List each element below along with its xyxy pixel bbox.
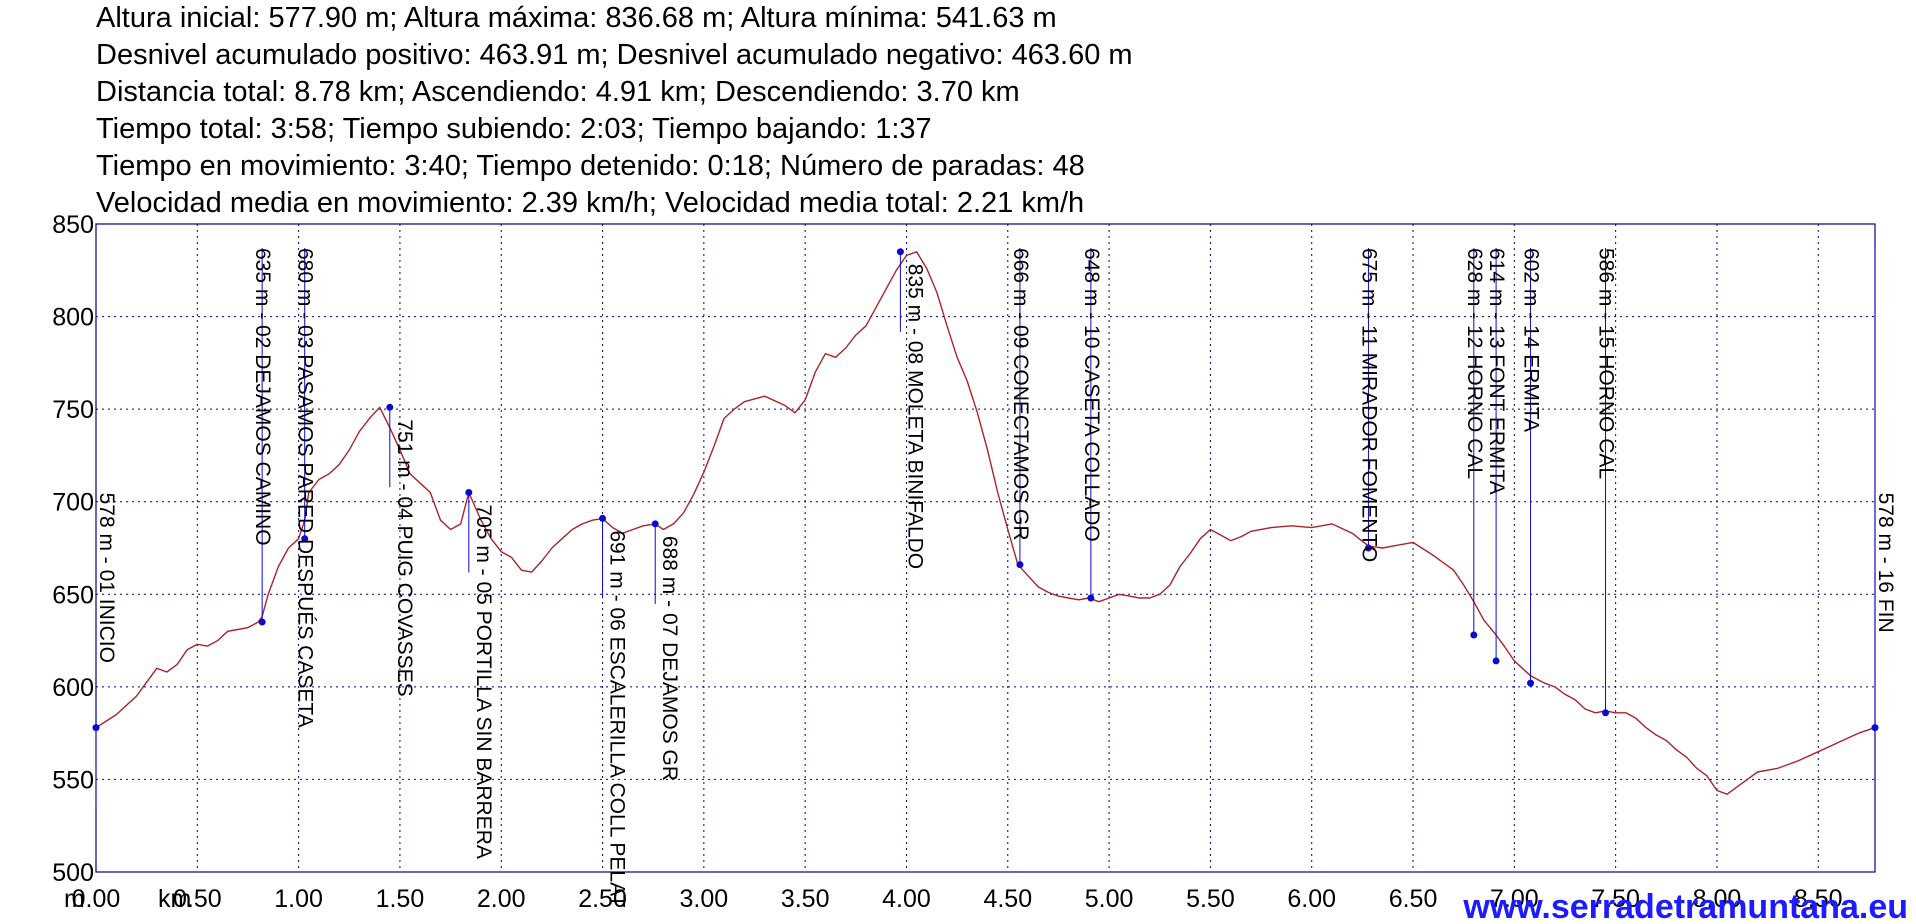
waypoint-marker[interactable] xyxy=(1087,594,1094,601)
waypoints: 578 m - 01 INICIO 635 m - 02 DEJAMOS CAMI… xyxy=(93,248,1898,908)
waypoint-marker[interactable] xyxy=(652,520,659,527)
x-tick-label: 6.50 xyxy=(1389,885,1438,913)
site-watermark[interactable]: www.serradetramuntana.eu xyxy=(1462,888,1908,924)
waypoint-label: 705 m - 05 PORTILLA SIN BARRERA xyxy=(472,504,495,858)
waypoint-marker[interactable] xyxy=(93,724,100,731)
waypoint-label: 751 m - 04 PUIG COVASSES xyxy=(393,419,416,696)
x-tick-label: 1.00 xyxy=(274,885,323,913)
x-tick-label: 2.00 xyxy=(477,885,526,913)
waypoint-marker[interactable] xyxy=(897,248,904,255)
y-tick-label: 800 xyxy=(52,304,94,332)
waypoint: 648 m - 10 CASETA COLLADO xyxy=(1080,248,1103,601)
y-tick-label: 500 xyxy=(52,859,94,887)
y-tick-label: 600 xyxy=(52,674,94,702)
waypoint-label: 675 m - 11 MIRADOR FOMENTO xyxy=(1357,248,1380,562)
waypoint: 751 m - 04 PUIG COVASSES xyxy=(386,404,416,697)
y-tick-label: 650 xyxy=(52,581,94,609)
y-tick-label: 700 xyxy=(52,489,94,517)
waypoint-label: 680 m - 03 PASAMOS PARED DESPUÉS CASETA xyxy=(294,248,317,728)
waypoint-marker[interactable] xyxy=(386,404,393,411)
waypoint-label: 578 m - 16 FIN xyxy=(1874,493,1897,633)
waypoint-label: 635 m - 02 DEJAMOS CAMINO xyxy=(251,248,274,546)
waypoint-marker[interactable] xyxy=(1493,657,1500,664)
x-axis-label: km xyxy=(158,885,191,913)
y-axis-ticks: 500 550 600 650 700 750 800 850 xyxy=(52,211,94,887)
x-tick-label: 3.50 xyxy=(781,885,830,913)
waypoint-marker[interactable] xyxy=(259,619,266,626)
x-tick-label: 4.50 xyxy=(983,885,1032,913)
waypoint: 586 m - 15 HORNO CAL xyxy=(1595,248,1618,716)
y-tick-label: 750 xyxy=(52,396,94,424)
y-tick-label: 550 xyxy=(52,766,94,794)
y-axis-label: m xyxy=(64,885,85,913)
waypoint-label: 648 m - 10 CASETA COLLADO xyxy=(1080,248,1103,542)
waypoint-label: 835 m - 08 MOLETA BINIFALDO xyxy=(903,264,926,569)
waypoint-marker[interactable] xyxy=(1602,709,1609,716)
waypoint-label: 688 m - 07 DEJAMOS GR xyxy=(658,536,681,781)
waypoint-marker[interactable] xyxy=(599,515,606,522)
x-tick-label: 3.00 xyxy=(680,885,729,913)
waypoint: 635 m - 02 DEJAMOS CAMINO xyxy=(251,248,274,626)
waypoint: 578 m - 01 INICIO xyxy=(93,493,119,808)
y-tick-label: 850 xyxy=(52,211,94,239)
waypoint: 675 m - 11 MIRADOR FOMENTO xyxy=(1357,248,1380,562)
waypoint-label: 614 m - 13 FONT ERMITA xyxy=(1485,248,1508,495)
x-tick-label: 5.00 xyxy=(1085,885,1134,913)
waypoint-label: 691 m - 06 ESCALERILLA COLL PELAT xyxy=(606,530,629,907)
waypoint-label: 666 m - 09 CONECTAMOS GR xyxy=(1009,248,1032,541)
waypoint: 614 m - 13 FONT ERMITA xyxy=(1485,248,1508,664)
waypoint-marker[interactable] xyxy=(465,489,472,496)
waypoint: 602 m - 14 ERMITA xyxy=(1520,248,1543,687)
waypoint-label: 628 m - 12 HORNO CAL xyxy=(1463,248,1486,479)
x-tick-label: 5.50 xyxy=(1186,885,1235,913)
waypoint-label: 602 m - 14 ERMITA xyxy=(1520,248,1543,432)
waypoint-marker[interactable] xyxy=(1470,632,1477,639)
x-tick-label: 6.00 xyxy=(1287,885,1336,913)
waypoint: 578 m - 16 FIN xyxy=(1872,248,1898,731)
x-tick-label: 4.00 xyxy=(882,885,931,913)
waypoint: 688 m - 07 DEJAMOS GR xyxy=(652,520,682,781)
waypoint: 666 m - 09 CONECTAMOS GR xyxy=(1009,248,1032,568)
waypoint-marker[interactable] xyxy=(1527,680,1534,687)
waypoint-label: 586 m - 15 HORNO CAL xyxy=(1595,248,1618,479)
x-tick-label: 1.50 xyxy=(376,885,425,913)
waypoint: 691 m - 06 ESCALERILLA COLL PELAT xyxy=(599,515,629,908)
waypoint: 680 m - 03 PASAMOS PARED DESPUÉS CASETA xyxy=(294,248,317,728)
waypoint: 705 m - 05 PORTILLA SIN BARRERA xyxy=(465,489,495,859)
waypoint-label: 578 m - 01 INICIO xyxy=(95,493,118,663)
waypoint-marker[interactable] xyxy=(1872,724,1879,731)
waypoint-marker[interactable] xyxy=(1016,561,1023,568)
waypoint: 628 m - 12 HORNO CAL xyxy=(1463,248,1486,639)
